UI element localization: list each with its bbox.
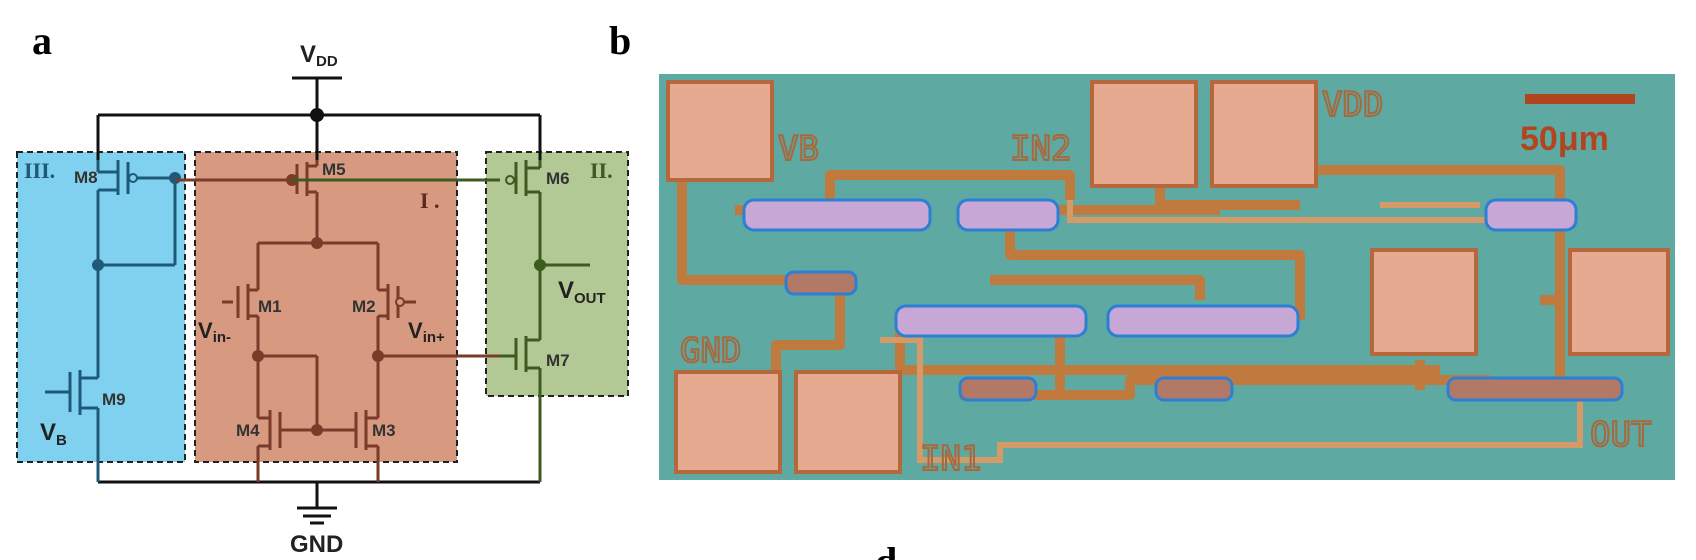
region-three-label: III.: [24, 158, 55, 183]
region-two-label: II.: [590, 158, 613, 183]
m4-label: M4: [236, 421, 260, 440]
gnd-label: GND: [290, 531, 343, 558]
region-three-box: [16, 151, 186, 463]
m6-label: M6: [546, 169, 570, 188]
region-one-label: I .: [420, 188, 440, 213]
chip-label-vdd: VDD: [1322, 85, 1383, 125]
panel-letter-d: d: [875, 539, 897, 560]
transistor-devices: [742, 198, 1624, 402]
pad-out-a: [1370, 248, 1478, 356]
gnd-rail: [98, 480, 540, 525]
panel-letter-b: b: [609, 18, 631, 63]
chip-label-out: OUT: [1590, 415, 1651, 455]
m9-label: M9: [102, 390, 126, 409]
scale-bar-label: 50μm: [1520, 120, 1609, 158]
m5-label: M5: [322, 160, 346, 179]
region-three-wires: [45, 160, 177, 482]
region-one-box: [194, 151, 458, 463]
chip-micrograph: VB IN2 VDD GND IN1 OUT 50μm: [659, 74, 1675, 480]
chip-label-vb: VB: [778, 129, 819, 169]
vdd-node: [310, 108, 324, 122]
m8-label: M8: [74, 168, 98, 187]
chip-label-in1: IN1: [920, 439, 981, 479]
pad-vdd: [1210, 80, 1318, 188]
m7-label: M7: [546, 351, 570, 370]
panel-letter-a: a: [32, 18, 52, 63]
pad-out-b: [1568, 248, 1670, 356]
chip-label-in2: IN2: [1010, 129, 1071, 169]
thin-traces: [880, 200, 1583, 463]
pad-gnd-a: [674, 370, 782, 474]
chip-label-gnd: GND: [680, 331, 741, 371]
m2-label: M2: [352, 297, 376, 316]
circuit-schematic: III. I . II. VDD GND: [16, 41, 629, 558]
pad-vb: [666, 80, 774, 182]
pad-in1: [794, 370, 902, 474]
m3-label: M3: [372, 421, 396, 440]
pad-in2: [1090, 80, 1198, 188]
vin-plus-label: Vin+: [408, 318, 445, 346]
vin-minus-label: Vin-: [198, 318, 231, 346]
vout-label: VOUT: [558, 277, 606, 307]
m1-label: M1: [258, 297, 282, 316]
scale-bar: [1525, 94, 1635, 104]
vdd-label: VDD: [300, 41, 338, 70]
bond-pads: [666, 80, 1670, 474]
vb-label: VB: [40, 419, 67, 449]
